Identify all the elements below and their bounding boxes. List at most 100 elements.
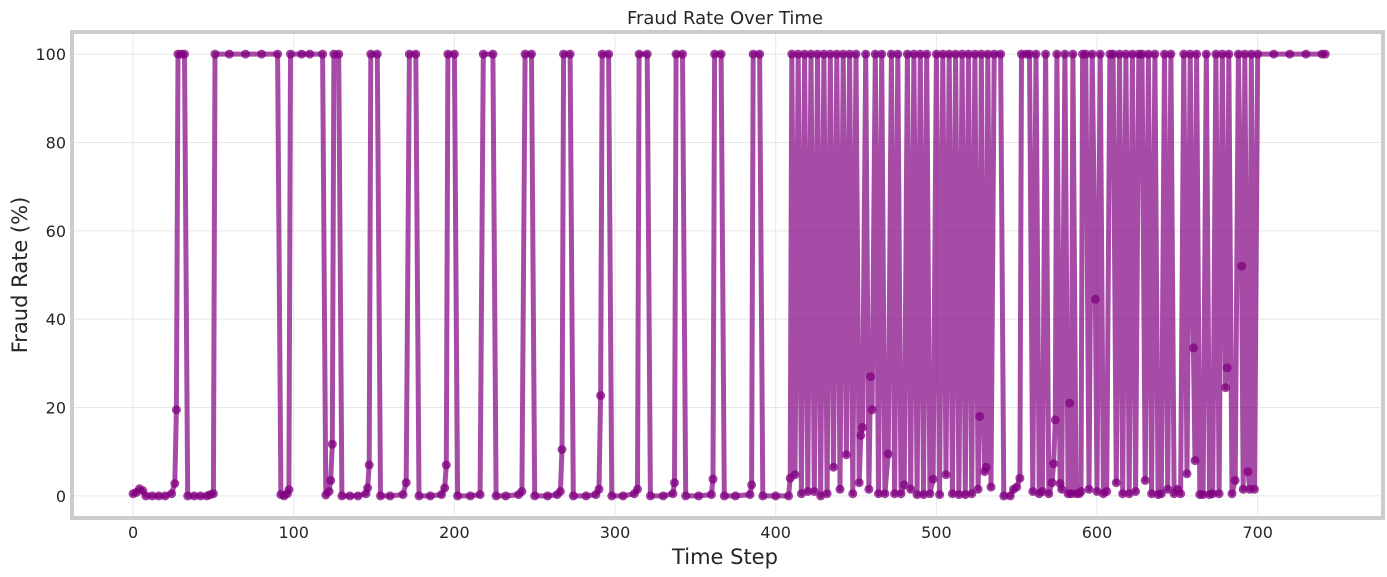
data-point <box>488 49 498 59</box>
data-point <box>366 49 376 59</box>
data-point <box>896 489 906 499</box>
data-point <box>938 49 948 59</box>
data-point <box>527 49 536 59</box>
data-point <box>1192 49 1202 59</box>
data-point <box>906 484 916 494</box>
data-point <box>973 484 983 494</box>
data-point <box>658 491 668 501</box>
data-point <box>670 478 679 488</box>
data-point <box>848 489 858 499</box>
data-point <box>363 483 373 493</box>
x-tick-label: 500 <box>921 523 952 542</box>
data-point <box>401 478 411 488</box>
data-point <box>1253 49 1263 59</box>
data-point <box>618 491 628 501</box>
data-point <box>1156 489 1166 499</box>
y-axis-label: Fraud Rate (%) <box>8 197 32 354</box>
data-point <box>337 491 347 501</box>
data-point <box>642 49 652 59</box>
data-point <box>565 49 575 59</box>
data-point <box>1060 49 1070 59</box>
data-point <box>1238 484 1248 494</box>
data-point <box>1240 49 1250 59</box>
data-point <box>559 49 569 59</box>
data-point <box>731 491 740 501</box>
data-point <box>543 491 553 501</box>
data-point <box>189 491 199 501</box>
data-point <box>1127 49 1137 59</box>
data-point <box>912 490 922 500</box>
data-point <box>147 491 157 501</box>
data-point <box>981 462 991 472</box>
data-point <box>568 491 578 501</box>
data-point <box>1320 49 1330 59</box>
data-point <box>1217 49 1227 59</box>
data-point <box>376 491 385 501</box>
data-point <box>449 49 459 59</box>
data-point <box>594 484 604 494</box>
data-point <box>1015 473 1025 483</box>
x-tick-label: 300 <box>600 523 631 542</box>
plot-frame <box>70 30 1385 520</box>
data-point <box>861 49 871 59</box>
data-point <box>372 49 382 59</box>
data-point <box>829 462 838 472</box>
data-point <box>1095 49 1105 59</box>
data-point <box>530 491 540 501</box>
data-point <box>1087 49 1097 59</box>
data-point <box>170 479 180 488</box>
plot-area <box>128 49 1330 501</box>
data-point <box>886 49 896 59</box>
data-point <box>478 49 488 59</box>
data-point <box>1185 49 1195 59</box>
data-point <box>1246 49 1256 59</box>
data-point <box>645 491 655 501</box>
y-tick-label: 60 <box>46 222 66 241</box>
data-point <box>1050 415 1060 425</box>
data-point <box>809 487 819 496</box>
data-point <box>941 470 951 480</box>
data-point <box>787 49 797 59</box>
data-point <box>1250 484 1259 494</box>
data-point <box>1137 49 1147 59</box>
data-point <box>1115 49 1124 59</box>
data-point <box>944 49 954 59</box>
x-tick-label: 0 <box>128 523 138 542</box>
data-point <box>327 439 337 449</box>
data-point <box>1044 489 1054 499</box>
data-point <box>784 491 794 501</box>
data-point <box>719 491 729 501</box>
data-point <box>1118 489 1128 499</box>
data-point <box>353 491 363 501</box>
data-point <box>1131 487 1141 496</box>
y-tick-label: 40 <box>46 310 66 329</box>
data-point <box>441 460 451 470</box>
y-tick-label: 20 <box>46 399 66 418</box>
data-point <box>1230 475 1240 485</box>
data-point <box>364 460 374 470</box>
data-point <box>874 489 883 499</box>
data-point <box>1160 49 1169 59</box>
data-point <box>866 372 875 382</box>
data-point <box>324 487 334 496</box>
data-point <box>835 484 845 494</box>
data-point <box>838 49 848 59</box>
data-point <box>1269 49 1279 59</box>
data-point <box>822 489 832 499</box>
data-point <box>404 49 414 59</box>
data-point <box>999 491 1009 501</box>
chart-title: Fraud Rate Over Time <box>627 8 823 29</box>
data-point <box>1198 490 1208 500</box>
data-point <box>1211 49 1221 59</box>
data-point <box>633 484 642 494</box>
data-point <box>1179 49 1189 59</box>
data-point <box>806 49 816 59</box>
data-point <box>825 49 835 59</box>
y-tick-label: 100 <box>35 45 66 64</box>
data-point <box>453 491 463 501</box>
data-point <box>864 484 874 494</box>
data-point <box>1057 484 1067 494</box>
data-point <box>1049 459 1059 469</box>
data-point <box>909 49 919 59</box>
data-point <box>284 485 294 495</box>
